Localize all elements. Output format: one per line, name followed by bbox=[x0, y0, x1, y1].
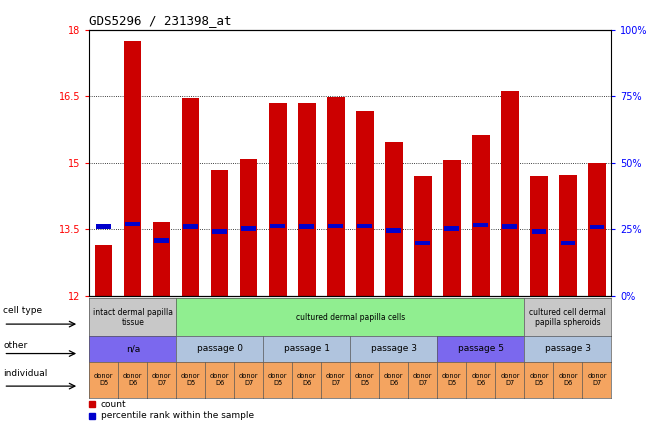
Bar bbox=[561, 241, 575, 245]
Bar bbox=[95, 245, 112, 296]
Text: cultured dermal papilla cells: cultured dermal papilla cells bbox=[295, 313, 405, 322]
Text: donor
D7: donor D7 bbox=[152, 373, 171, 386]
Bar bbox=[327, 97, 344, 296]
Bar bbox=[241, 226, 256, 231]
Text: donor
D7: donor D7 bbox=[326, 373, 346, 386]
Bar bbox=[298, 103, 315, 296]
Text: donor
D6: donor D6 bbox=[384, 373, 404, 386]
Text: passage 3: passage 3 bbox=[545, 344, 591, 354]
Text: passage 0: passage 0 bbox=[197, 344, 243, 354]
Text: donor
D7: donor D7 bbox=[239, 373, 258, 386]
Bar bbox=[329, 224, 343, 228]
Bar bbox=[559, 175, 576, 296]
Text: donor
D6: donor D6 bbox=[210, 373, 229, 386]
Bar bbox=[472, 135, 490, 296]
Text: passage 3: passage 3 bbox=[371, 344, 417, 354]
Bar bbox=[211, 170, 229, 296]
Text: donor
D6: donor D6 bbox=[297, 373, 317, 386]
Bar bbox=[155, 239, 169, 243]
Bar bbox=[183, 224, 198, 228]
Bar bbox=[530, 176, 547, 296]
Text: other: other bbox=[3, 341, 28, 350]
Bar bbox=[588, 163, 605, 296]
Text: donor
D5: donor D5 bbox=[529, 373, 549, 386]
Bar bbox=[270, 224, 285, 228]
Text: passage 1: passage 1 bbox=[284, 344, 330, 354]
Bar bbox=[590, 225, 604, 230]
Bar bbox=[124, 41, 141, 296]
Bar bbox=[212, 230, 227, 234]
Bar bbox=[444, 226, 459, 231]
Text: donor
D7: donor D7 bbox=[413, 373, 432, 386]
Bar bbox=[501, 91, 519, 296]
Text: donor
D5: donor D5 bbox=[442, 373, 461, 386]
Bar bbox=[126, 222, 140, 226]
Bar bbox=[387, 228, 401, 233]
Text: donor
D5: donor D5 bbox=[181, 373, 200, 386]
Text: GDS5296 / 231398_at: GDS5296 / 231398_at bbox=[89, 14, 232, 27]
Bar bbox=[153, 222, 171, 296]
Text: donor
D6: donor D6 bbox=[558, 373, 578, 386]
Bar bbox=[531, 230, 546, 234]
Bar bbox=[385, 142, 403, 296]
Bar bbox=[414, 176, 432, 296]
Text: cultured cell dermal
papilla spheroids: cultured cell dermal papilla spheroids bbox=[529, 308, 606, 327]
Bar bbox=[443, 160, 461, 296]
Bar bbox=[299, 224, 314, 228]
Text: donor
D5: donor D5 bbox=[94, 373, 114, 386]
Bar bbox=[416, 241, 430, 245]
Text: donor
D7: donor D7 bbox=[587, 373, 607, 386]
Bar bbox=[356, 111, 373, 296]
Text: n/a: n/a bbox=[126, 344, 140, 354]
Text: donor
D6: donor D6 bbox=[123, 373, 143, 386]
Text: donor
D6: donor D6 bbox=[471, 373, 490, 386]
Bar bbox=[182, 98, 200, 296]
Bar bbox=[473, 223, 488, 227]
Bar bbox=[97, 224, 111, 228]
Text: passage 5: passage 5 bbox=[458, 344, 504, 354]
Text: donor
D5: donor D5 bbox=[268, 373, 288, 386]
Text: count: count bbox=[100, 400, 126, 409]
Text: donor
D7: donor D7 bbox=[500, 373, 520, 386]
Text: individual: individual bbox=[3, 369, 48, 378]
Bar bbox=[358, 224, 372, 228]
Bar bbox=[269, 103, 286, 296]
Text: percentile rank within the sample: percentile rank within the sample bbox=[100, 411, 254, 420]
Text: donor
D5: donor D5 bbox=[355, 373, 375, 386]
Text: cell type: cell type bbox=[3, 306, 42, 315]
Text: intact dermal papilla
tissue: intact dermal papilla tissue bbox=[93, 308, 173, 327]
Bar bbox=[240, 159, 258, 296]
Bar bbox=[502, 224, 518, 228]
